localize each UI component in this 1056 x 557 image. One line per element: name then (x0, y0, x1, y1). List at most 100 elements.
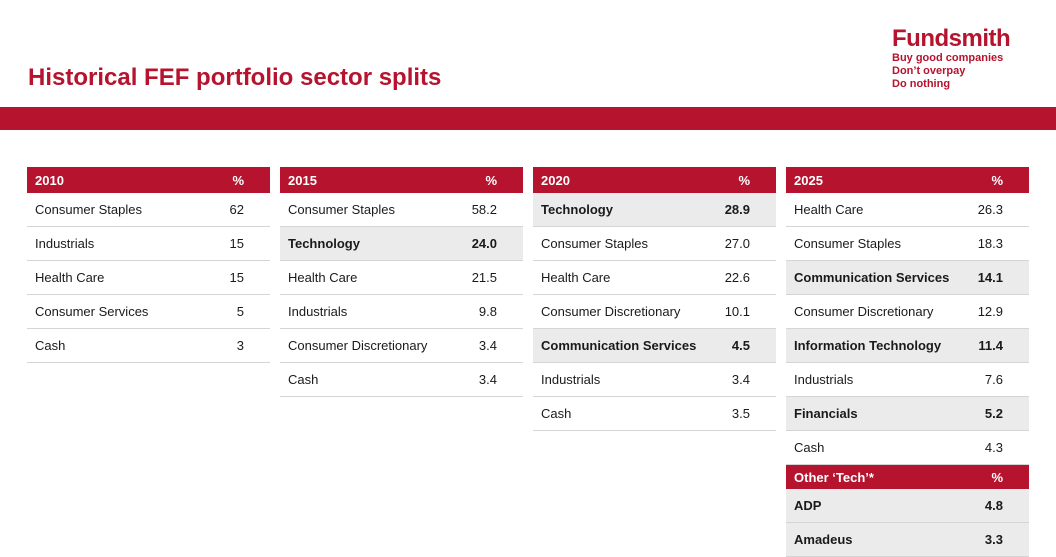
sector-cell: Consumer Staples (786, 226, 967, 261)
table-row: Health Care 21.5 (280, 260, 523, 295)
sector-cell: Health Care (786, 193, 967, 227)
table-row: Information Technology 11.4 (786, 328, 1029, 363)
table-row: Industrials 3.4 (533, 362, 776, 397)
header-band (0, 107, 1056, 130)
table-row: Industrials 9.8 (280, 294, 523, 329)
sector-cell: Cash (280, 362, 456, 397)
sector-table-2010: 2010 % Consumer Staples 62 Industrials 15 … (27, 167, 270, 363)
table-row: Consumer Services 5 (27, 294, 270, 329)
sector-table-2020: 2020 % Technology 28.9 Consumer Staples 27… (533, 167, 776, 431)
sector-cell: Financials (786, 396, 967, 431)
pct-cell: 14.1 (966, 260, 1029, 295)
table-header-row: 2020 % (533, 167, 776, 193)
pct-header: % (966, 464, 1029, 489)
sector-table-2015: 2015 % Consumer Staples 58.2 Technology 24… (280, 167, 523, 397)
table-row: Consumer Staples 27.0 (533, 226, 776, 261)
table-row: Health Care 26.3 (786, 193, 1029, 227)
table-row: Consumer Staples 58.2 (280, 193, 523, 227)
pct-header: % (203, 167, 270, 193)
pct-cell: 4.3 (966, 430, 1029, 465)
sector-table-2025: 2025 % Health Care 26.3 Consumer Staples 1… (786, 167, 1029, 557)
year-header: 2010 (27, 167, 204, 193)
pct-header: % (713, 167, 776, 193)
table-row: Technology 24.0 (280, 226, 523, 261)
year-header: 2020 (533, 167, 714, 193)
table-row: Technology 28.9 (533, 193, 776, 227)
pct-cell: 24.0 (455, 226, 523, 261)
sector-cell: Consumer Discretionary (280, 328, 456, 363)
sector-cell: Cash (27, 328, 204, 363)
sector-cell: Health Care (280, 260, 456, 295)
table-row: Industrials 15 (27, 226, 270, 261)
sector-cell: Consumer Staples (27, 193, 204, 227)
pct-cell: 21.5 (455, 260, 523, 295)
sector-cell: Cash (786, 430, 967, 465)
table-header-row: 2015 % (280, 167, 523, 193)
table-row: Consumer Discretionary 3.4 (280, 328, 523, 363)
sector-cell: Technology (533, 193, 714, 227)
table-row: Cash 3.4 (280, 362, 523, 397)
pct-cell: 28.9 (713, 193, 776, 227)
table-row: Financials 5.2 (786, 396, 1029, 431)
tagline-line-1: Buy good companies (892, 52, 1004, 64)
sector-cell: Amadeus (786, 522, 967, 557)
pct-cell: 3.4 (713, 362, 776, 397)
table-row: ADP 4.8 (786, 489, 1029, 523)
tagline-line-3: Do nothing (892, 78, 951, 90)
pct-cell: 15 (203, 226, 270, 261)
sector-cell: Consumer Staples (533, 226, 714, 261)
pct-cell: 12.9 (966, 294, 1029, 329)
sector-cell: Industrials (786, 362, 967, 397)
sector-cell: Consumer Discretionary (786, 294, 967, 329)
table-row: Communication Services 4.5 (533, 328, 776, 363)
sector-cell: Consumer Staples (280, 193, 456, 227)
year-header: 2015 (280, 167, 456, 193)
sector-cell: ADP (786, 489, 967, 523)
table-row: Amadeus 3.3 (786, 522, 1029, 557)
tagline-line-2: Don’t overpay (892, 65, 966, 77)
sector-cell: Industrials (27, 226, 204, 261)
sector-cell: Consumer Discretionary (533, 294, 714, 329)
pct-cell: 62 (203, 193, 270, 227)
pct-cell: 3.5 (713, 396, 776, 431)
table-row: Communication Services 14.1 (786, 260, 1029, 295)
table-row: Health Care 22.6 (533, 260, 776, 295)
table-row: Consumer Discretionary 10.1 (533, 294, 776, 329)
year-header: 2025 (786, 167, 967, 193)
sector-cell: Consumer Services (27, 294, 204, 329)
sector-cell: Technology (280, 226, 456, 261)
table-row: Consumer Staples 18.3 (786, 226, 1029, 261)
pct-cell: 3.4 (455, 362, 523, 397)
table-header-row: 2025 % (786, 167, 1029, 193)
brand-name: Fundsmith (892, 25, 1011, 52)
sector-cell: Information Technology (786, 328, 967, 363)
pct-cell: 26.3 (966, 193, 1029, 227)
table-row: Cash 3 (27, 328, 270, 363)
pct-cell: 7.6 (966, 362, 1029, 397)
table-row: Cash 3.5 (533, 396, 776, 431)
page-title: Historical FEF portfolio sector splits (28, 64, 442, 91)
table-row: Health Care 15 (27, 260, 270, 295)
sector-cell: Industrials (533, 362, 714, 397)
sector-cell: Health Care (27, 260, 204, 295)
pct-cell: 10.1 (713, 294, 776, 329)
sector-cell: Communication Services (786, 260, 967, 295)
sector-cell: Industrials (280, 294, 456, 329)
sector-cell: Cash (533, 396, 714, 431)
pct-cell: 58.2 (455, 193, 523, 227)
table-header-row: 2010 % (27, 167, 270, 193)
pct-cell: 27.0 (713, 226, 776, 261)
other-tech-header-row: Other ‘Tech’* % (786, 464, 1029, 489)
pct-cell: 4.8 (966, 489, 1029, 523)
pct-cell: 3.4 (455, 328, 523, 363)
pct-cell: 9.8 (455, 294, 523, 329)
table-row: Consumer Staples 62 (27, 193, 270, 227)
pct-cell: 11.4 (966, 328, 1029, 363)
brand-logo: Fundsmith Buy good companies Don’t overp… (892, 25, 1011, 91)
table-row: Cash 4.3 (786, 430, 1029, 465)
pct-cell: 22.6 (713, 260, 776, 295)
pct-cell: 15 (203, 260, 270, 295)
pct-cell: 18.3 (966, 226, 1029, 261)
pct-header: % (455, 167, 523, 193)
table-row: Consumer Discretionary 12.9 (786, 294, 1029, 329)
